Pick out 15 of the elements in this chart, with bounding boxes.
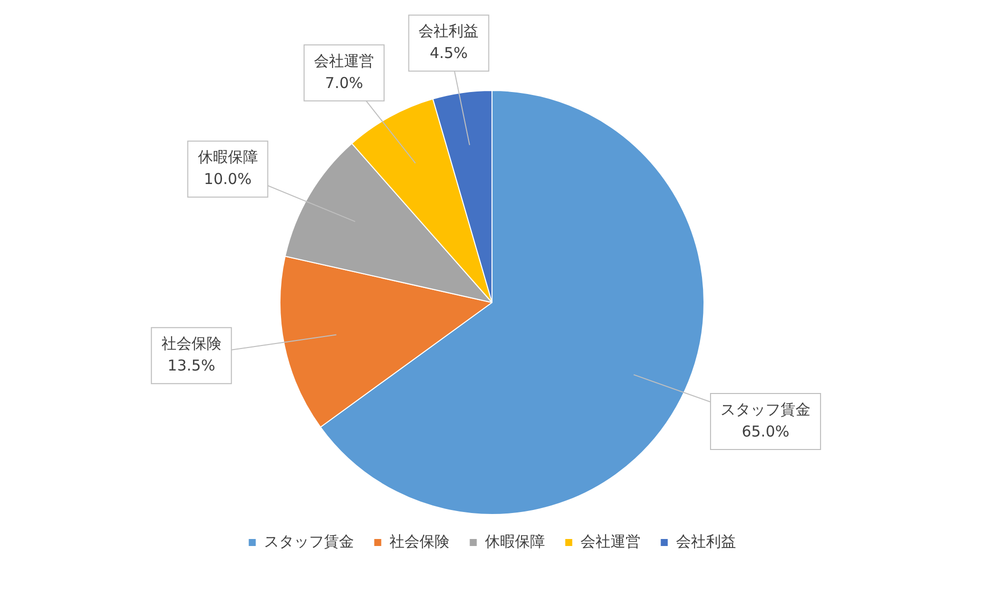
- slice-label: 会社運営: [314, 52, 374, 70]
- slice-label: 会社利益: [418, 22, 479, 40]
- data-label: 4.5%: [430, 44, 468, 62]
- legend-label: 会社利益: [676, 532, 736, 550]
- data-label: 13.5%: [168, 356, 216, 375]
- slice-label: 社会保険: [161, 334, 222, 353]
- legend-label: 休暇保障: [484, 532, 545, 550]
- data-label: 7.0%: [325, 74, 364, 92]
- data-label: 65.0%: [742, 422, 790, 440]
- legend-label: 社会保険: [389, 532, 450, 550]
- data-label: 10.0%: [204, 170, 252, 188]
- slice-label: スタッフ賃金: [720, 400, 811, 418]
- slice-label: 休暇保障: [198, 148, 258, 166]
- legend-label: スタッフ賃金: [264, 532, 354, 550]
- legend-label: 会社運営: [580, 532, 640, 550]
